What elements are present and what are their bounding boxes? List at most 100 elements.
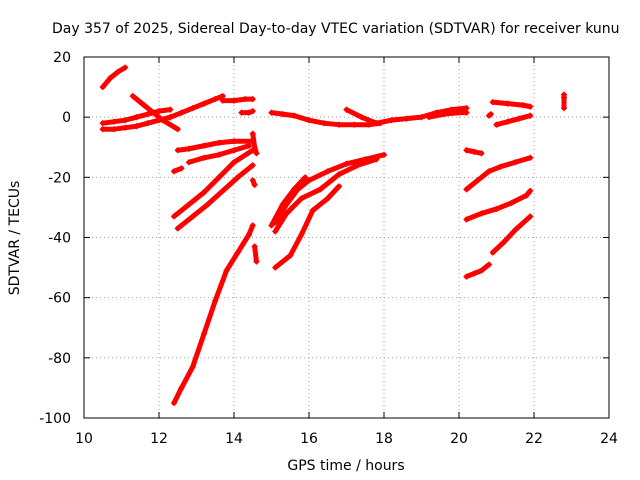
y-tick-label: -20 [48, 170, 71, 186]
series-segment [212, 268, 229, 304]
series-arc-d [129, 93, 181, 133]
y-tick-label: 20 [53, 50, 71, 66]
y-tick-label: 0 [62, 110, 71, 126]
series-arc-k [171, 147, 256, 220]
data-point [249, 108, 256, 115]
data-point [486, 261, 492, 268]
series-arc-h [174, 138, 256, 154]
chart-title: Day 357 of 2025, Sidereal Day-to-day VTE… [52, 21, 620, 37]
series-segment [355, 156, 379, 168]
series-segment [490, 239, 507, 256]
series-segment [524, 188, 533, 198]
series-segment [464, 210, 484, 222]
data-point [302, 174, 309, 181]
series-segment [479, 206, 499, 216]
series-segment [235, 231, 252, 256]
series-arc-n [249, 130, 260, 157]
series-arc-w [272, 183, 342, 271]
series-arc-v [268, 174, 309, 229]
series-segment [171, 385, 184, 406]
series-segment [344, 107, 364, 120]
series-arc-p [251, 243, 260, 265]
series-arc-aa [463, 261, 492, 280]
data-points [99, 64, 567, 406]
data-point [527, 187, 534, 194]
y-tick-label: -80 [48, 351, 71, 367]
series-segment [115, 65, 128, 75]
data-point [478, 150, 485, 157]
series-segment [224, 250, 241, 274]
series-segment [325, 161, 349, 174]
series-arc-i [186, 142, 252, 166]
series-arc-m [171, 222, 256, 406]
series-segment [190, 331, 207, 370]
x-tick-label: 10 [75, 431, 93, 447]
series-arc-y [463, 154, 534, 193]
series-segment [497, 159, 518, 170]
series-segment [272, 210, 289, 234]
series-segment [284, 195, 304, 216]
x-tick-labels: 10 12 14 16 18 20 22 24 [75, 431, 618, 447]
data-point [336, 183, 342, 190]
series-arc-s [426, 109, 470, 121]
series-arc-z [463, 187, 534, 223]
series-segment [299, 186, 323, 201]
y-tick-labels: -100 -80 -60 -40 -20 0 20 [39, 50, 71, 427]
series-segment [359, 114, 379, 126]
series-segment [179, 364, 196, 391]
series-segment [231, 147, 256, 165]
series-segment [291, 113, 312, 123]
series-arc-a [99, 64, 129, 91]
data-point [527, 112, 534, 119]
series-segment [494, 200, 514, 212]
series-segment [291, 174, 308, 192]
series-segment [201, 174, 222, 195]
data-point [487, 111, 494, 118]
series-segment [317, 171, 342, 192]
series-arc-g [238, 108, 256, 116]
series-segment [205, 188, 226, 207]
data-point [122, 64, 129, 71]
series-segment [272, 253, 293, 271]
series-arc-af [561, 91, 567, 112]
x-tick-label: 18 [375, 431, 393, 447]
x-tick-label: 14 [225, 431, 243, 447]
x-tick-label: 16 [300, 431, 318, 447]
series-segment [160, 117, 181, 132]
series-segment [362, 152, 387, 162]
series-arc-ae [486, 111, 494, 119]
data-point [167, 106, 174, 113]
data-point [178, 165, 185, 172]
series-segment [299, 207, 316, 237]
series-arc-f [219, 96, 256, 104]
series-segment [246, 222, 256, 237]
tick-marks [83, 56, 610, 419]
y-axis-label: SDTVAR / TECUs [7, 181, 23, 296]
series-segment [310, 195, 331, 213]
series-segment [479, 262, 492, 274]
x-tick-label: 20 [450, 431, 468, 447]
grid-lines [84, 57, 609, 418]
series-segment [512, 155, 533, 165]
series-arc-ac [489, 99, 534, 110]
series-segment [216, 147, 237, 158]
series-segment [512, 213, 533, 233]
series-segment [336, 162, 361, 177]
y-tick-label: -60 [48, 291, 71, 307]
x-axis-label: GPS time / hours [287, 458, 404, 474]
data-point [253, 150, 260, 157]
series-segment [501, 227, 518, 245]
series-segment [269, 201, 286, 228]
y-tick-label: -100 [39, 411, 71, 427]
data-point [251, 181, 258, 188]
data-point [174, 126, 181, 133]
series-arc-r [343, 105, 470, 127]
series-arc-ab [489, 213, 534, 256]
data-point [249, 222, 256, 229]
series-arc-o [249, 177, 258, 188]
series-segment [186, 155, 207, 165]
series-segment [287, 231, 304, 259]
data-point [381, 151, 387, 158]
series-segment [235, 162, 256, 180]
